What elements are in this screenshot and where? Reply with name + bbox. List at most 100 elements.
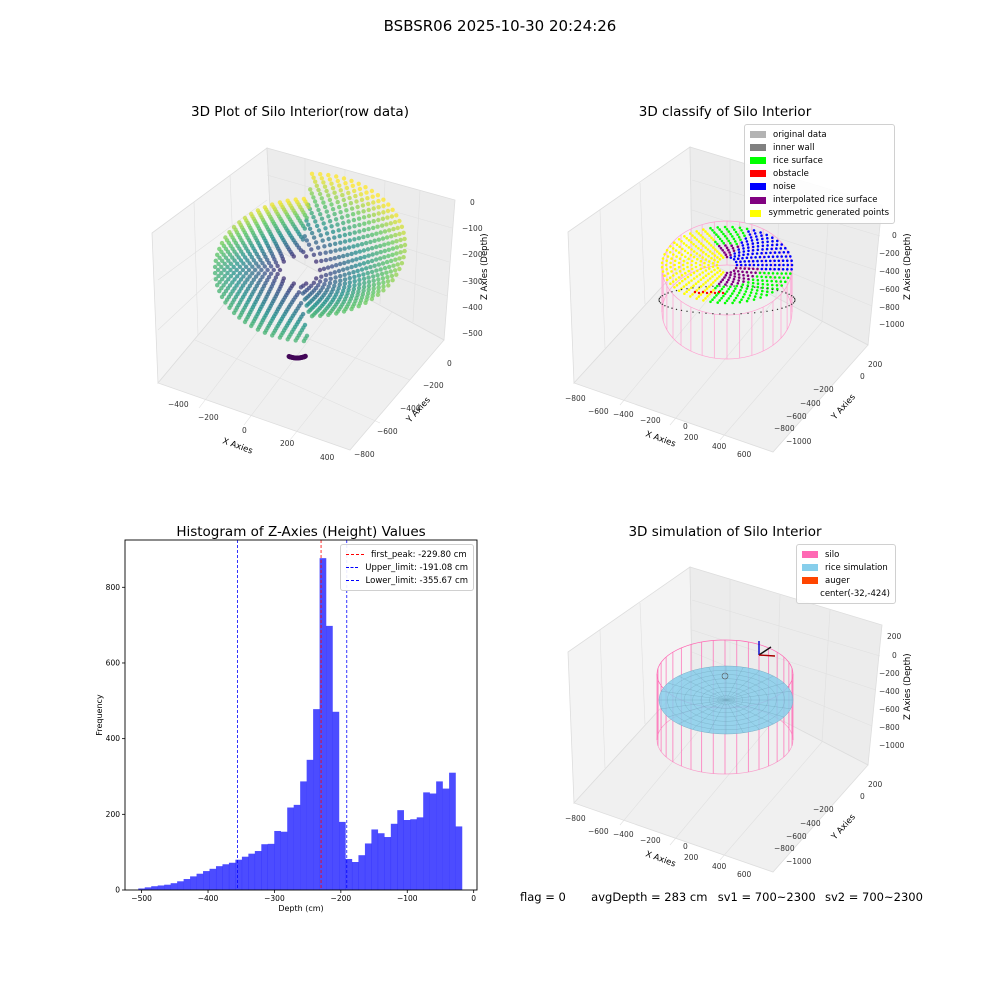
point <box>318 313 323 318</box>
point <box>731 280 735 284</box>
point <box>699 234 703 237</box>
point <box>723 292 727 296</box>
point <box>323 226 328 231</box>
point <box>790 263 794 267</box>
point <box>761 248 764 251</box>
point <box>777 259 781 263</box>
point <box>715 263 719 267</box>
point <box>346 219 351 224</box>
point <box>356 285 362 291</box>
point <box>381 210 386 215</box>
point <box>234 267 239 273</box>
raw-zlabel: Z Axies (Depth) <box>480 233 490 300</box>
point <box>732 249 736 253</box>
point <box>734 287 737 290</box>
point <box>716 256 719 259</box>
point <box>321 180 326 185</box>
point <box>394 251 399 256</box>
point <box>695 230 698 233</box>
point <box>711 262 715 265</box>
point <box>382 242 387 247</box>
point <box>388 269 393 274</box>
point <box>770 279 773 283</box>
classify-xtick: −200 <box>640 416 661 425</box>
point <box>690 248 693 251</box>
simulation-panel-title: 3D simulation of Silo Interior <box>628 524 822 540</box>
legend-entry: noise <box>750 180 889 193</box>
point <box>743 234 746 237</box>
point <box>277 267 283 273</box>
point <box>748 294 752 297</box>
point <box>262 271 267 276</box>
point <box>317 267 323 273</box>
point <box>286 354 292 359</box>
raw-3d-plot[interactable]: −400 −200 0 200 400 0 −200 −400 −600 −80… <box>130 130 490 470</box>
point <box>338 188 343 193</box>
point <box>309 210 314 216</box>
histogram-bar <box>313 709 320 890</box>
point <box>382 248 387 254</box>
point <box>324 231 330 236</box>
figure-title: BSBSR06 2025-10-30 20:24:26 <box>383 17 617 35</box>
point <box>664 263 668 267</box>
point <box>677 238 681 241</box>
point <box>671 291 673 293</box>
point <box>785 292 787 294</box>
point <box>697 295 701 298</box>
point <box>729 271 733 274</box>
point <box>361 288 366 293</box>
point <box>346 190 351 196</box>
point <box>323 272 329 278</box>
point <box>711 298 714 302</box>
point <box>398 237 403 243</box>
point <box>375 224 380 229</box>
point <box>364 190 369 195</box>
simulation-3d-plot[interactable]: −800 −600 −400 −200 0 200 400 600 200 0 … <box>560 560 920 880</box>
point <box>325 265 331 270</box>
point <box>382 255 387 260</box>
point <box>742 253 745 257</box>
point <box>719 280 723 284</box>
point <box>341 253 346 259</box>
point <box>745 299 749 303</box>
point <box>716 271 719 274</box>
simulation-ztick: −1000 <box>879 741 905 750</box>
point <box>364 240 369 246</box>
point <box>766 244 769 247</box>
legend-swatch <box>802 551 818 559</box>
point <box>304 303 309 308</box>
point <box>675 289 678 292</box>
point <box>699 249 703 252</box>
legend-entry: original data <box>750 128 889 141</box>
point <box>345 266 350 271</box>
point <box>249 323 254 329</box>
point <box>352 237 357 242</box>
point <box>318 233 323 238</box>
histogram-bar <box>449 772 456 890</box>
histogram-bar <box>384 837 392 890</box>
point <box>250 264 255 269</box>
point <box>369 258 375 264</box>
point <box>323 278 328 283</box>
point <box>747 297 750 300</box>
point <box>392 268 398 273</box>
point <box>379 223 385 228</box>
point <box>707 254 710 258</box>
histogram-chart[interactable]: −500 −400 −300 −200 −100 0 0 200 400 600 800 Dept… <box>80 535 490 920</box>
point <box>750 256 753 259</box>
flag-value: flag = 0 <box>520 890 566 904</box>
point <box>318 212 323 217</box>
x-tick-label: 0 <box>471 894 476 903</box>
point <box>773 259 776 263</box>
legend-label: Lower_limit: -355.67 cm <box>365 575 468 586</box>
simulation-ytick: −1000 <box>786 857 812 866</box>
simulation-ytick: 0 <box>860 792 865 801</box>
point <box>765 293 768 297</box>
point <box>675 308 678 311</box>
point <box>665 248 669 252</box>
point <box>329 181 334 186</box>
point <box>789 255 792 258</box>
point <box>734 296 738 300</box>
point <box>671 280 675 283</box>
legend-label: auger <box>825 575 850 586</box>
